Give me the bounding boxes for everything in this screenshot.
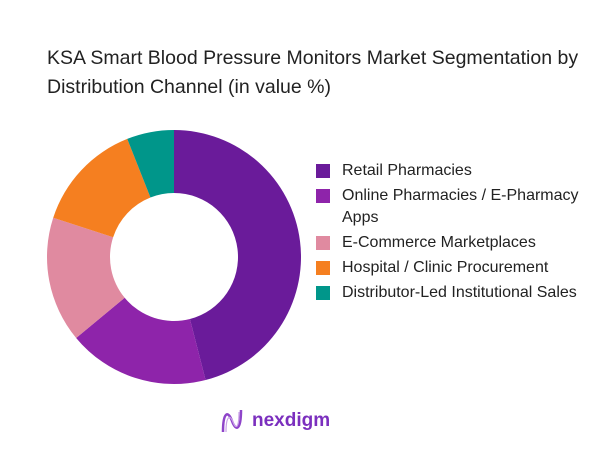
legend-item: E-Commerce Marketplaces: [316, 232, 596, 254]
chart-title: KSA Smart Blood Pressure Monitors Market…: [47, 47, 579, 98]
legend-swatch: [316, 189, 330, 203]
legend-label: Online Pharmacies / E-Pharmacy Apps: [342, 187, 579, 226]
legend-item: Retail Pharmacies: [316, 160, 596, 182]
slice-hospital-clinic-procurement: [53, 138, 151, 238]
slice-distributor-led-institutional-sales: [127, 130, 174, 198]
legend: Retail Pharmacies Online Pharmacies / E-P…: [316, 160, 596, 307]
slice-retail-pharmacies: [174, 130, 302, 381]
legend-swatch: [316, 286, 330, 300]
legend-label: Retail Pharmacies: [342, 162, 472, 179]
legend-swatch: [316, 261, 330, 275]
legend-label: E-Commerce Marketplaces: [342, 234, 536, 251]
legend-label: Distributor-Led Institutional Sales: [342, 284, 577, 301]
logo-icon: [221, 409, 243, 433]
legend-label: Hospital / Clinic Procurement: [342, 259, 549, 276]
legend-item: Online Pharmacies / E-Pharmacy Apps: [316, 185, 596, 229]
legend-item: Distributor-Led Institutional Sales: [316, 282, 596, 304]
brand-name: nexdigm: [252, 410, 331, 431]
slice-online-pharmacies-e-pharmacy-apps: [76, 297, 206, 384]
nexdigm-logo: nexdigm: [220, 408, 330, 434]
legend-swatch: [316, 236, 330, 250]
slice-e-commerce-marketplaces: [47, 217, 125, 338]
legend-swatch: [316, 164, 330, 178]
legend-item: Hospital / Clinic Procurement: [316, 257, 596, 279]
